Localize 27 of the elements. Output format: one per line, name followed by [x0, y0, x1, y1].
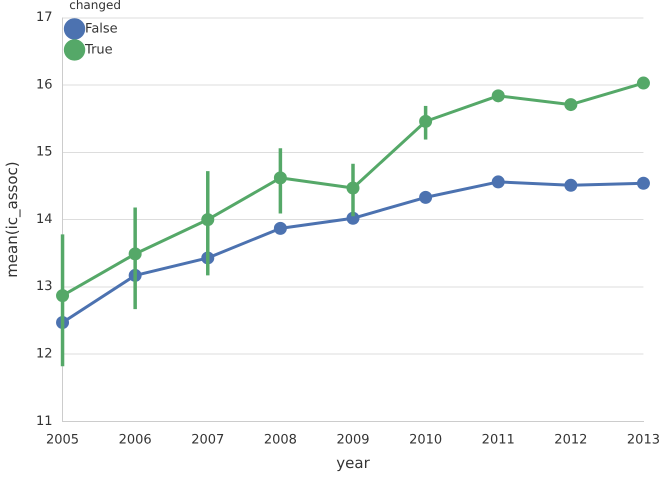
y-tick-label: 16: [36, 77, 53, 92]
x-tick-label: 2011: [482, 432, 515, 448]
x-tick-label: 2012: [554, 432, 588, 448]
x-tick-label: 2007: [191, 432, 224, 448]
legend-label: False: [85, 21, 118, 36]
point: [492, 175, 505, 188]
x-tick-label: 2005: [46, 432, 80, 448]
point: [419, 190, 432, 204]
x-tick-label: 2013: [626, 432, 660, 448]
y-tick-label: 13: [36, 279, 53, 294]
legend-label: True: [84, 42, 113, 58]
x-tick-label: 2006: [118, 432, 152, 448]
point: [636, 76, 650, 90]
point: [636, 176, 650, 190]
point: [564, 178, 578, 192]
x-tick-label: 2009: [336, 432, 370, 448]
y-axis-title: mean(ic_assoc): [2, 161, 21, 278]
x-axis-title: year: [336, 454, 371, 472]
y-tick-label: 17: [36, 10, 53, 26]
x-tick-label: 2010: [409, 432, 442, 448]
y-tick-label: 12: [36, 346, 53, 362]
x-tick-label: 2008: [264, 432, 297, 448]
y-tick-label: 15: [36, 144, 53, 160]
y-tick-label: 11: [36, 414, 53, 429]
y-tick-label: 14: [36, 212, 53, 227]
point: [274, 222, 287, 235]
legend-title: changed: [69, 0, 121, 12]
